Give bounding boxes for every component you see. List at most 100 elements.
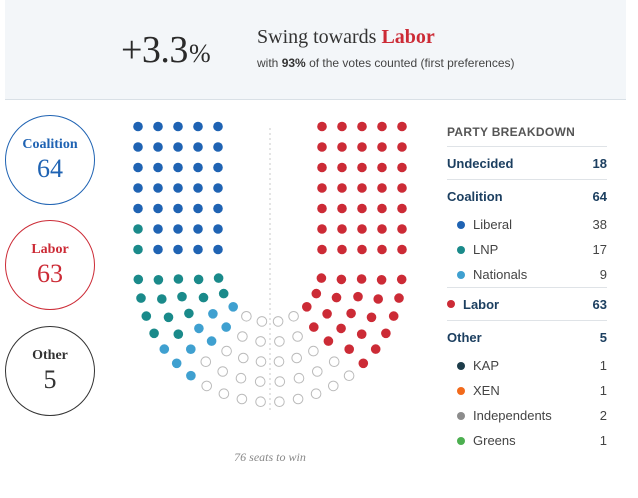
other-total-circle: Other 5: [5, 326, 95, 416]
lnp-value: 17: [592, 242, 607, 257]
swing-title: Swing towards Labor: [257, 26, 435, 48]
breakdown-row-other: Other 5: [447, 320, 607, 353]
seat-labor: [337, 224, 347, 234]
breakdown-title: PARTY BREAKDOWN: [447, 125, 576, 139]
seat-lnp: [149, 328, 159, 339]
seat-labor: [357, 224, 367, 234]
coalition-total-seats: 64: [37, 154, 63, 183]
swing-value: +3.3%: [121, 29, 211, 71]
undecided-value: 18: [592, 155, 607, 171]
seat-undecided: [255, 336, 266, 347]
seat-undecided: [201, 380, 212, 392]
seat-liberal: [173, 183, 183, 193]
breakdown-row-undecided: Undecided 18: [447, 146, 607, 179]
seat-labor: [381, 328, 391, 339]
seat-liberal: [213, 142, 223, 152]
seat-labor: [397, 224, 407, 234]
seat-undecided: [254, 376, 266, 387]
independents-dot-icon: [457, 411, 465, 420]
other-total-seats: 5: [43, 365, 57, 394]
seat-undecided: [292, 331, 303, 342]
seat-liberal: [193, 244, 203, 255]
seat-liberal: [213, 203, 223, 214]
seat-nationals: [171, 358, 182, 369]
seat-labor: [322, 309, 332, 319]
independents-label: Independents: [473, 408, 552, 423]
seat-undecided: [236, 393, 248, 405]
greens-dot-icon: [457, 436, 465, 445]
seat-liberal: [133, 121, 143, 132]
kap-label: KAP: [473, 358, 500, 373]
swing-header: +3.3% Swing towards Labor with 93% of th…: [5, 0, 626, 100]
seat-undecided: [312, 366, 323, 377]
seat-nationals: [186, 344, 196, 354]
seat-liberal: [153, 183, 163, 193]
seat-labor: [337, 162, 347, 173]
seat-labor: [397, 183, 407, 193]
seat-undecided: [221, 345, 232, 357]
seat-undecided: [343, 370, 355, 381]
seat-liberal: [133, 183, 143, 193]
seat-liberal: [173, 121, 183, 132]
xen-dot-icon: [457, 386, 465, 395]
seat-labor: [353, 291, 363, 302]
kap-value: 1: [599, 358, 607, 373]
seat-labor: [357, 244, 367, 255]
seat-nationals: [159, 344, 170, 354]
lnp-dot-icon: [457, 245, 465, 254]
labor-label: Labor: [463, 296, 500, 312]
seat-labor: [344, 344, 354, 354]
seat-undecided: [200, 356, 212, 367]
seat-labor: [337, 244, 347, 255]
seat-labor: [317, 183, 327, 193]
seat-liberal: [213, 121, 223, 132]
seat-undecided: [235, 372, 247, 384]
seat-nationals: [194, 323, 204, 334]
seat-labor: [346, 308, 356, 319]
seat-labor: [317, 244, 327, 255]
seat-undecided: [328, 356, 340, 367]
seat-labor: [337, 142, 347, 152]
seat-liberal: [193, 162, 203, 173]
seat-liberal: [133, 203, 143, 214]
seat-labor: [317, 224, 327, 234]
seat-undecided: [218, 388, 230, 400]
seat-labor: [397, 203, 407, 214]
seat-lnp: [177, 291, 187, 302]
seat-liberal: [153, 203, 163, 214]
seat-liberal: [173, 244, 183, 255]
seat-labor: [337, 203, 347, 214]
labor-total-label: Labor: [31, 242, 69, 257]
seat-labor: [394, 293, 404, 303]
seat-labor: [366, 312, 377, 323]
seat-lnp: [141, 311, 152, 321]
seat-undecided: [274, 376, 286, 387]
other-total-label: Other: [32, 348, 68, 363]
seat-labor: [377, 203, 387, 214]
seat-labor: [316, 273, 327, 283]
coalition-total-label: Coalition: [22, 137, 78, 152]
seat-lnp: [133, 224, 143, 234]
breakdown-row-lnp: LNP 17: [447, 237, 607, 262]
votes-counted-pct: 93%: [281, 56, 306, 70]
greens-label: Greens: [473, 433, 516, 448]
xen-value: 1: [599, 383, 607, 398]
seat-lnp: [163, 312, 174, 323]
seat-labor: [397, 121, 407, 132]
seat-liberal: [133, 142, 143, 152]
seat-undecided: [273, 356, 285, 367]
seat-labor: [317, 142, 327, 152]
seat-liberal: [193, 203, 203, 214]
seat-liberal: [153, 162, 163, 173]
breakdown-row-labor: Labor 63: [447, 287, 607, 320]
seat-labor: [336, 323, 346, 334]
breakdown-row-liberal: Liberal 38: [447, 212, 607, 237]
liberal-value: 38: [592, 217, 607, 232]
seat-chart: [133, 121, 407, 412]
independents-value: 2: [599, 408, 607, 423]
seat-labor: [331, 292, 342, 303]
seat-undecided: [291, 352, 302, 364]
seat-undecided: [256, 316, 268, 327]
seat-liberal: [213, 183, 223, 193]
seat-undecided: [274, 396, 285, 408]
